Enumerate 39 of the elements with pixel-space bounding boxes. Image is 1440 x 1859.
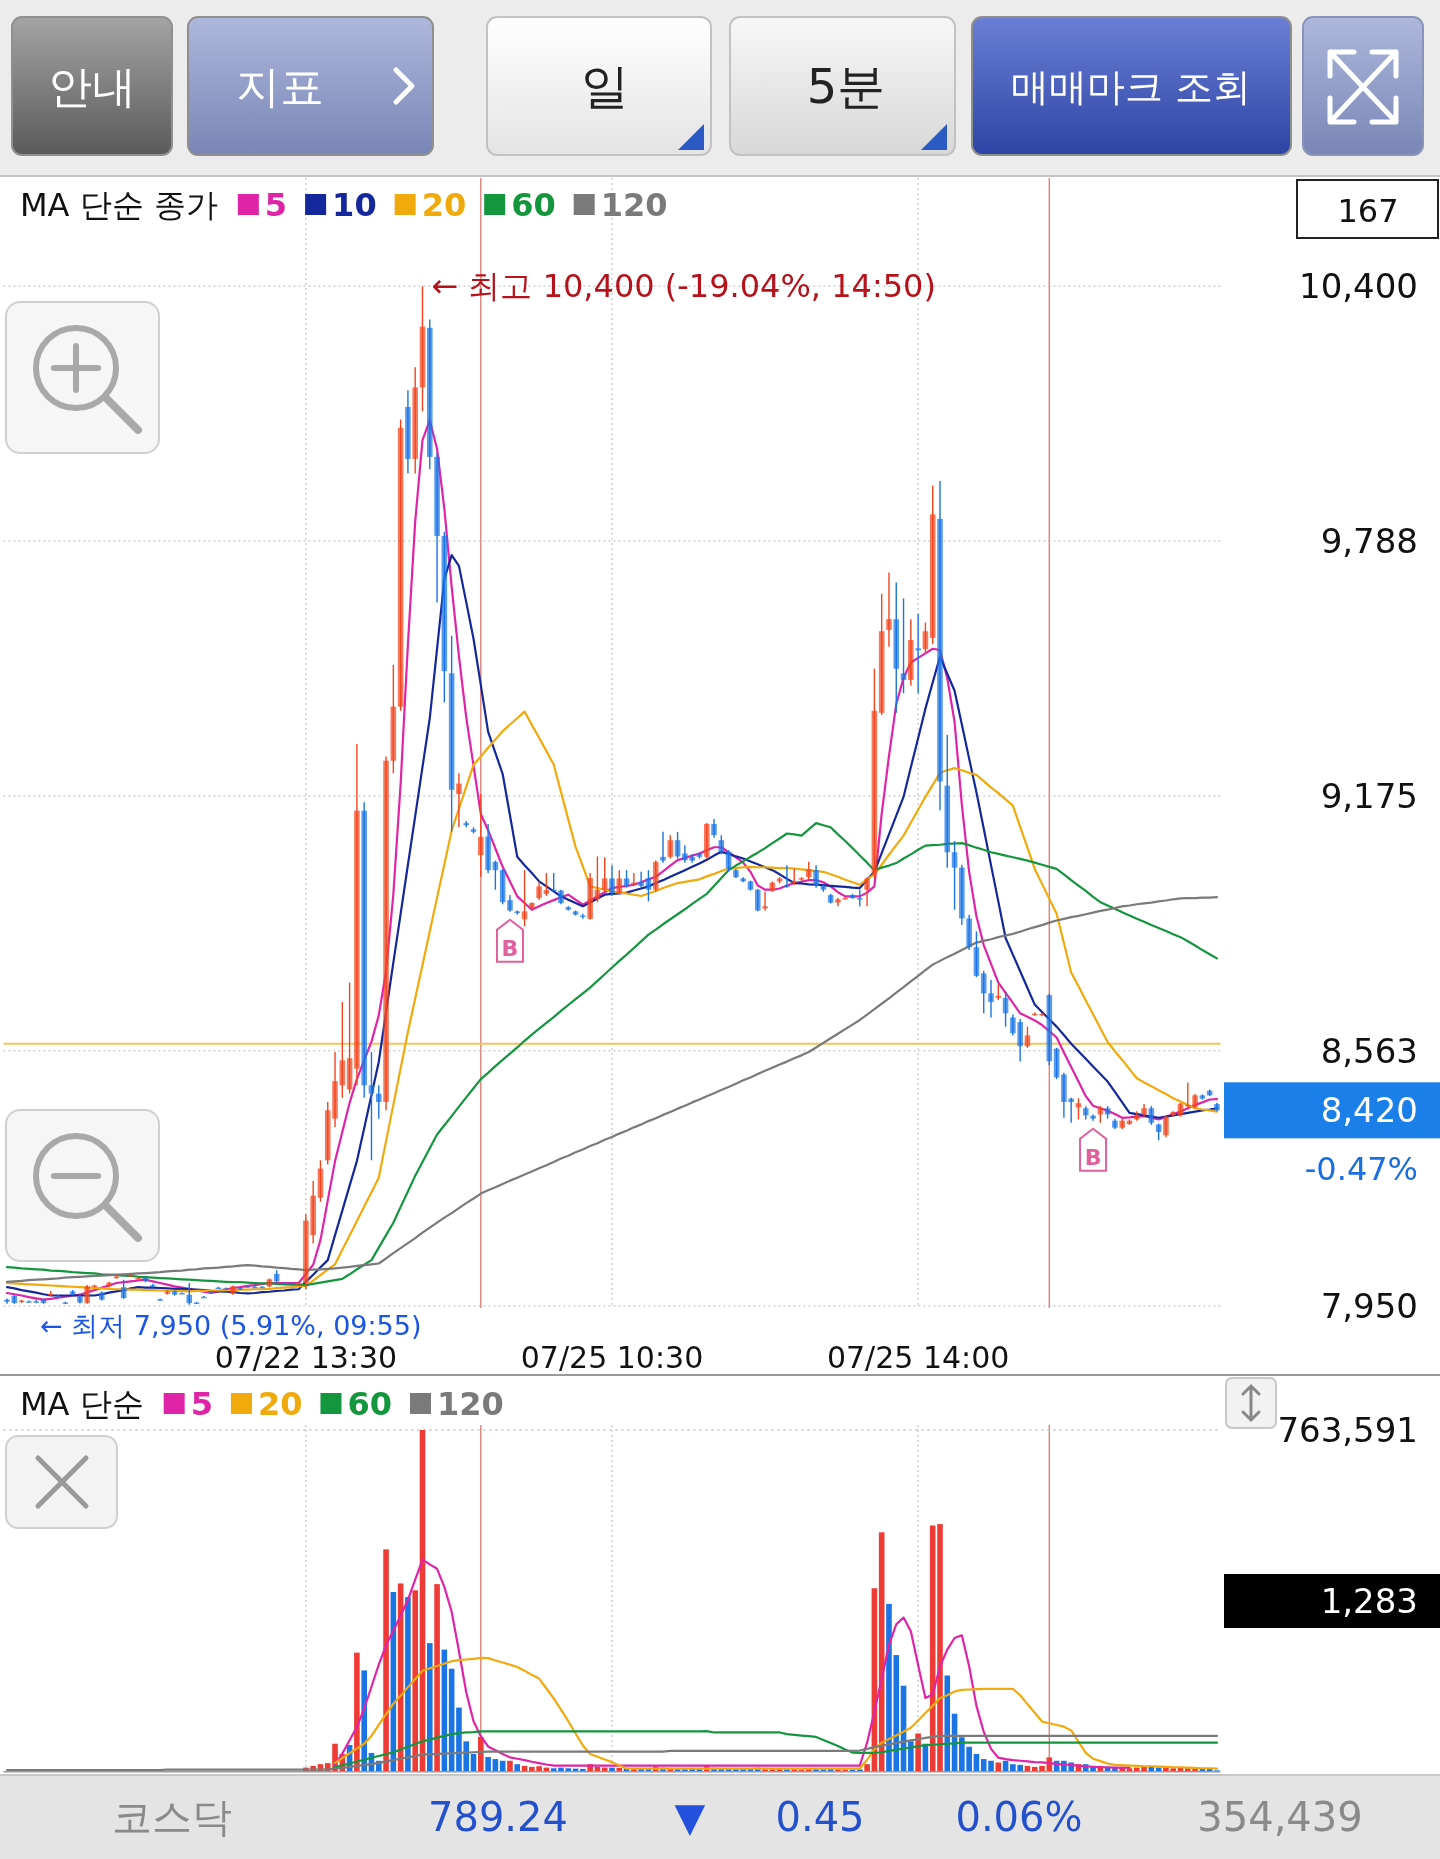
text: 5분 bbox=[806, 58, 886, 115]
text: 코스닥 bbox=[112, 1794, 232, 1840]
text: 763,591 bbox=[1277, 1410, 1418, 1450]
text: 안내 bbox=[48, 60, 136, 112]
annotation: B bbox=[1084, 1144, 1102, 1170]
y-tick-label: 10,400 bbox=[1299, 266, 1418, 307]
text: ← 최저 7,950 (5.91%, 09:55) bbox=[40, 1310, 422, 1341]
chart-title: MA 단순 종가 bbox=[20, 186, 218, 224]
y-tick-label: 7,950 bbox=[1320, 1285, 1418, 1326]
text: 0.06% bbox=[955, 1794, 1083, 1840]
text: 789.24 bbox=[428, 1794, 568, 1840]
y-tick-label: 8,563 bbox=[1320, 1030, 1418, 1071]
x-tick-label: 07/25 10:30 bbox=[520, 1340, 704, 1375]
legend-label: 5 bbox=[190, 1385, 213, 1423]
legend-label: 120 bbox=[600, 186, 668, 224]
text: 매매마크 조회 bbox=[1010, 64, 1252, 109]
text: 354,439 bbox=[1197, 1794, 1363, 1840]
x-tick-label: 07/22 13:30 bbox=[214, 1340, 398, 1375]
y-tick-label: 9,788 bbox=[1320, 520, 1418, 561]
text: ▼ bbox=[674, 1794, 706, 1840]
text: 지표 bbox=[236, 60, 324, 112]
text: 167 bbox=[1337, 192, 1399, 230]
annotation: B bbox=[501, 935, 519, 961]
legend-label: 60 bbox=[511, 186, 556, 224]
text: 일 bbox=[581, 58, 629, 115]
text: 1,283 bbox=[1320, 1581, 1418, 1621]
annotation: ← 최고 10,400 (-19.04%, 14:50) bbox=[431, 267, 936, 306]
legend-label: 60 bbox=[347, 1385, 392, 1423]
chart-title: MA 단순 bbox=[20, 1385, 144, 1423]
y-tick-label: 9,175 bbox=[1320, 776, 1418, 817]
text: -0.47% bbox=[1304, 1150, 1418, 1188]
legend-label: 5 bbox=[264, 186, 288, 224]
legend-label: 20 bbox=[421, 186, 467, 224]
legend-label: 20 bbox=[257, 1385, 303, 1423]
legend-label: 120 bbox=[437, 1385, 504, 1423]
text: 0.45 bbox=[775, 1794, 865, 1840]
text: 8,420 bbox=[1320, 1090, 1418, 1131]
x-tick-label: 07/25 14:00 bbox=[826, 1340, 1010, 1375]
legend-label: 10 bbox=[332, 186, 377, 224]
